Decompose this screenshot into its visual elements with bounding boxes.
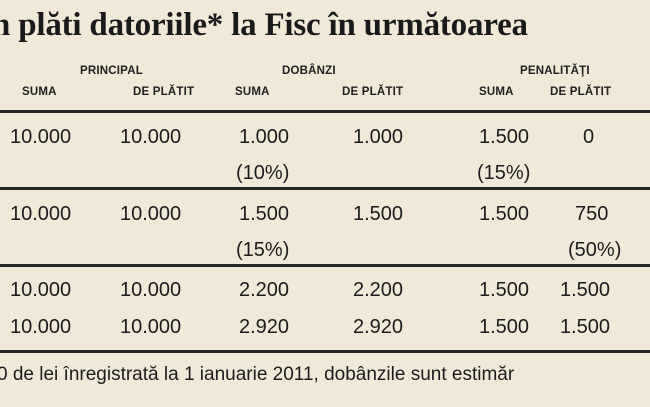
row4-principal-de-platit: 10.000 — [120, 316, 182, 338]
row4-dobanzi-de-platit: 2.920 — [353, 316, 404, 338]
row4-dobanzi-suma: 2.920 — [239, 316, 290, 338]
footnote: 0 de lei înregistrată la 1 ianuarie 2011… — [0, 360, 650, 390]
row3-penalitati-de-platit: 1.500 — [560, 279, 611, 301]
subheader-principal-suma: SUMA — [22, 86, 57, 98]
subheader-principal-de-platit: DE PLĂTIT — [133, 86, 195, 98]
row4-penalitati-de-platit: 1.500 — [560, 316, 611, 338]
row1-dobanzi-de-platit: 1.000 — [353, 126, 404, 148]
row1-penalitati-suma-pct: (15%) — [477, 162, 531, 184]
row1-penalitati-suma: 1.500 — [479, 126, 530, 148]
row3-principal-de-platit: 10.000 — [120, 279, 182, 301]
subheader-dobanzi-suma: SUMA — [235, 86, 270, 98]
table-title: n plăti datoriile* la Fisc în următoarea — [0, 2, 650, 48]
row2-dobanzi-suma: 1.500 — [239, 203, 290, 225]
row3-dobanzi-de-platit: 2.200 — [353, 279, 404, 301]
row3-principal-suma: 10.000 — [10, 279, 72, 301]
row4-penalitati-suma: 1.500 — [479, 316, 530, 338]
row2-divider — [0, 264, 650, 267]
header-dobanzi: DOBÂNZI — [282, 65, 336, 77]
row3-dobanzi-suma: 2.200 — [239, 279, 290, 301]
row2-penalitati-de-platit: 750 — [575, 203, 609, 225]
row1-dobanzi-suma-pct: (10%) — [236, 162, 290, 184]
header-divider — [0, 110, 650, 113]
row2-penalitati-de-platit-pct: (50%) — [568, 239, 622, 261]
subheader-penalitati-de-platit: DE PLĂTIT — [550, 86, 612, 98]
row1-principal-suma: 10.000 — [10, 126, 72, 148]
row2-dobanzi-de-platit: 1.500 — [353, 203, 404, 225]
row4-principal-suma: 10.000 — [10, 316, 72, 338]
row3-penalitati-suma: 1.500 — [479, 279, 530, 301]
header-penalitati: PENALITĂŢI — [520, 65, 590, 77]
header-principal: PRINCIPAL — [80, 65, 143, 77]
row1-principal-de-platit: 10.000 — [120, 126, 182, 148]
row2-dobanzi-suma-pct: (15%) — [236, 239, 290, 261]
table-title-text: n plăti datoriile* la Fisc în următoarea — [0, 7, 528, 43]
subheader-penalitati-suma: SUMA — [479, 86, 514, 98]
row1-dobanzi-suma: 1.000 — [239, 126, 290, 148]
row2-penalitati-suma: 1.500 — [479, 203, 530, 225]
table-bottom-divider — [0, 350, 650, 353]
footnote-text: 0 de lei înregistrată la 1 ianuarie 2011… — [0, 364, 515, 385]
subheader-dobanzi-de-platit: DE PLĂTIT — [342, 86, 404, 98]
row2-principal-suma: 10.000 — [10, 203, 72, 225]
row1-divider — [0, 187, 650, 190]
row2-principal-de-platit: 10.000 — [120, 203, 182, 225]
row1-penalitati-de-platit: 0 — [583, 126, 595, 148]
